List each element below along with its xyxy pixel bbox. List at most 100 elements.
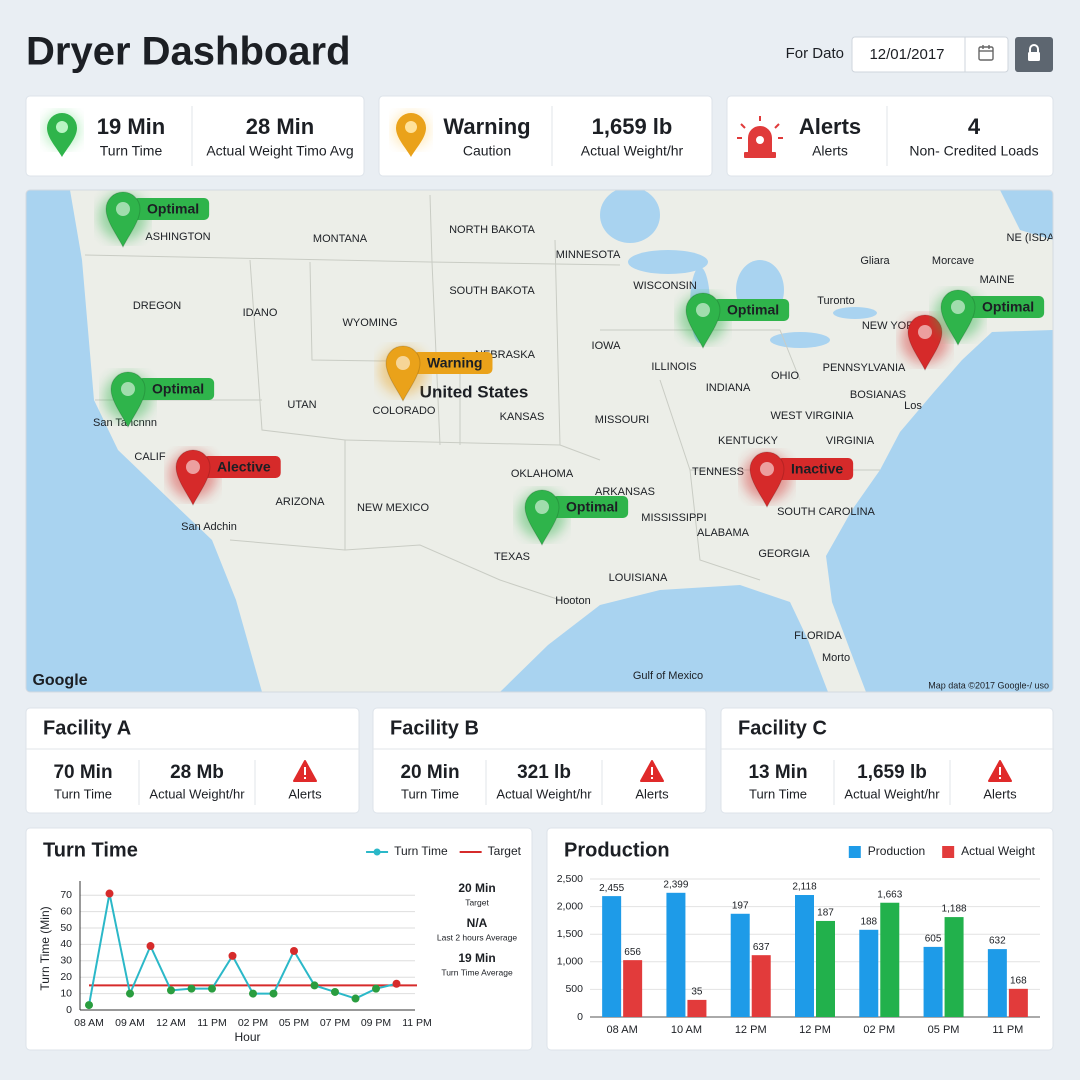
legend-swatch	[848, 846, 861, 858]
data-point	[85, 1001, 93, 1010]
lock-icon	[1028, 44, 1040, 61]
bar	[795, 895, 814, 1017]
map-pin: Optimal	[99, 191, 210, 249]
pin-label-bg	[203, 456, 281, 478]
legend-marker	[373, 848, 381, 856]
calendar-icon[interactable]	[978, 45, 994, 61]
bar-annotation: 2,455	[599, 883, 624, 894]
map-gulf-stlawrence	[1000, 190, 1053, 240]
map-logo: Google	[32, 672, 87, 689]
date-value: 12/01/2017	[869, 46, 944, 63]
map-label: Turonto	[817, 295, 855, 307]
alert-icon-mark	[999, 767, 1001, 775]
x-axis-label: Hour	[234, 1030, 260, 1044]
pin-marker	[907, 314, 943, 372]
chart-stat-value: N/A	[467, 916, 488, 930]
alert-icon-dot	[651, 777, 653, 779]
map-label: MISSOURI	[595, 414, 649, 426]
pin-marker	[105, 191, 141, 249]
pin-label-bg	[777, 458, 854, 480]
map-label: TENNESS	[692, 466, 744, 478]
map-label: INDIANA	[706, 382, 751, 394]
x-tick-label: 08 AM	[607, 1024, 638, 1036]
pin-core	[116, 202, 130, 216]
pin-core	[951, 300, 965, 314]
date-label: For Dato	[786, 45, 844, 62]
kpi-card	[378, 95, 713, 177]
facility-card	[372, 707, 707, 814]
bar	[687, 999, 707, 1017]
map-label: KENTUCKY	[718, 435, 779, 447]
facility-name: Facility B	[390, 717, 479, 739]
pin-marker	[175, 449, 211, 507]
facility-label: Alerts	[288, 786, 322, 801]
map-lake	[770, 332, 830, 348]
bar	[944, 917, 964, 1017]
kpi-value: 4	[968, 114, 981, 139]
map-label: FLORIDA	[794, 630, 842, 642]
bar-annotation: 168	[1010, 975, 1027, 986]
kpi-icon-warning	[393, 112, 429, 157]
kpi-label: Turn Time	[100, 143, 163, 159]
map-label: Gulf of Mexico	[633, 670, 703, 682]
legend-label: Target	[488, 844, 522, 858]
kpi-icon-optimal	[44, 112, 80, 157]
chart-title: Production	[564, 839, 670, 861]
y-tick-label: 0	[66, 1004, 72, 1016]
map-label: CALIF	[134, 451, 165, 463]
map-label: IOWA	[592, 340, 622, 352]
pin-marker	[685, 292, 721, 350]
facility-label: Turn Time	[54, 786, 112, 801]
bar-annotation: 35	[691, 987, 703, 998]
pin-core	[535, 500, 549, 514]
series-line	[88, 893, 397, 1006]
map[interactable]: ASHINGTON MONTANA NORTH BAKOTA MINNESOTA DRE…	[26, 187, 1069, 692]
map-label: ARIZONA	[276, 496, 326, 508]
legend-label: Production	[868, 844, 925, 858]
map-pin: Optimal	[104, 371, 215, 429]
facility-value: 70 Min	[53, 762, 112, 783]
x-tick-label: 11 PM	[992, 1024, 1023, 1036]
legend-label: Turn Time	[394, 844, 448, 858]
x-tick-label: 12 PM	[735, 1024, 767, 1036]
y-tick-label: 2,500	[557, 873, 583, 885]
map-label: TEXAS	[494, 551, 530, 563]
map-pin: Warning	[379, 345, 493, 403]
pin-marker	[749, 451, 785, 509]
data-point	[269, 989, 278, 998]
pin-marker	[110, 371, 146, 429]
data-point	[372, 984, 380, 993]
map-label: MAINE	[980, 274, 1015, 286]
map-label: VIRGINIA	[826, 435, 875, 447]
map-pin: Optimal	[679, 292, 790, 350]
data-point	[187, 984, 196, 993]
facility-value: 1,659 lb	[857, 762, 927, 783]
kpi-label: Alerts	[812, 143, 848, 159]
x-tick-label: 05 PM	[279, 1017, 309, 1029]
legend-swatch	[942, 846, 955, 858]
y-tick-label: 30	[60, 955, 72, 967]
map-label: NEW YOR	[862, 320, 914, 332]
map-lake	[600, 190, 660, 243]
kpi-label: Actual Weight Timo Avg	[206, 143, 353, 159]
date-input[interactable]	[851, 36, 1009, 73]
map-pacific	[26, 190, 262, 692]
map-label: SOUTH CAROLINA	[777, 506, 875, 518]
kpi-value: Warning	[443, 114, 530, 139]
kpi-card	[726, 95, 1054, 177]
map-label: Hooton	[555, 595, 590, 607]
pin-core	[396, 356, 410, 370]
map-pin	[901, 314, 949, 372]
map-label: United States	[420, 382, 529, 401]
facility-label: Turn Time	[749, 786, 807, 801]
map-label: NEW MEXICO	[357, 502, 430, 514]
y-tick-label: 40	[60, 938, 72, 950]
map-label: UTAN	[287, 399, 316, 411]
y-axis-label: Turn Time (Min)	[38, 906, 52, 990]
data-point	[249, 989, 257, 998]
pin-label: Alective	[217, 459, 271, 475]
map-label: MINNESOTA	[556, 249, 621, 261]
facility-name: Facility A	[43, 717, 131, 739]
map-label: WISCONSIN	[633, 280, 697, 292]
